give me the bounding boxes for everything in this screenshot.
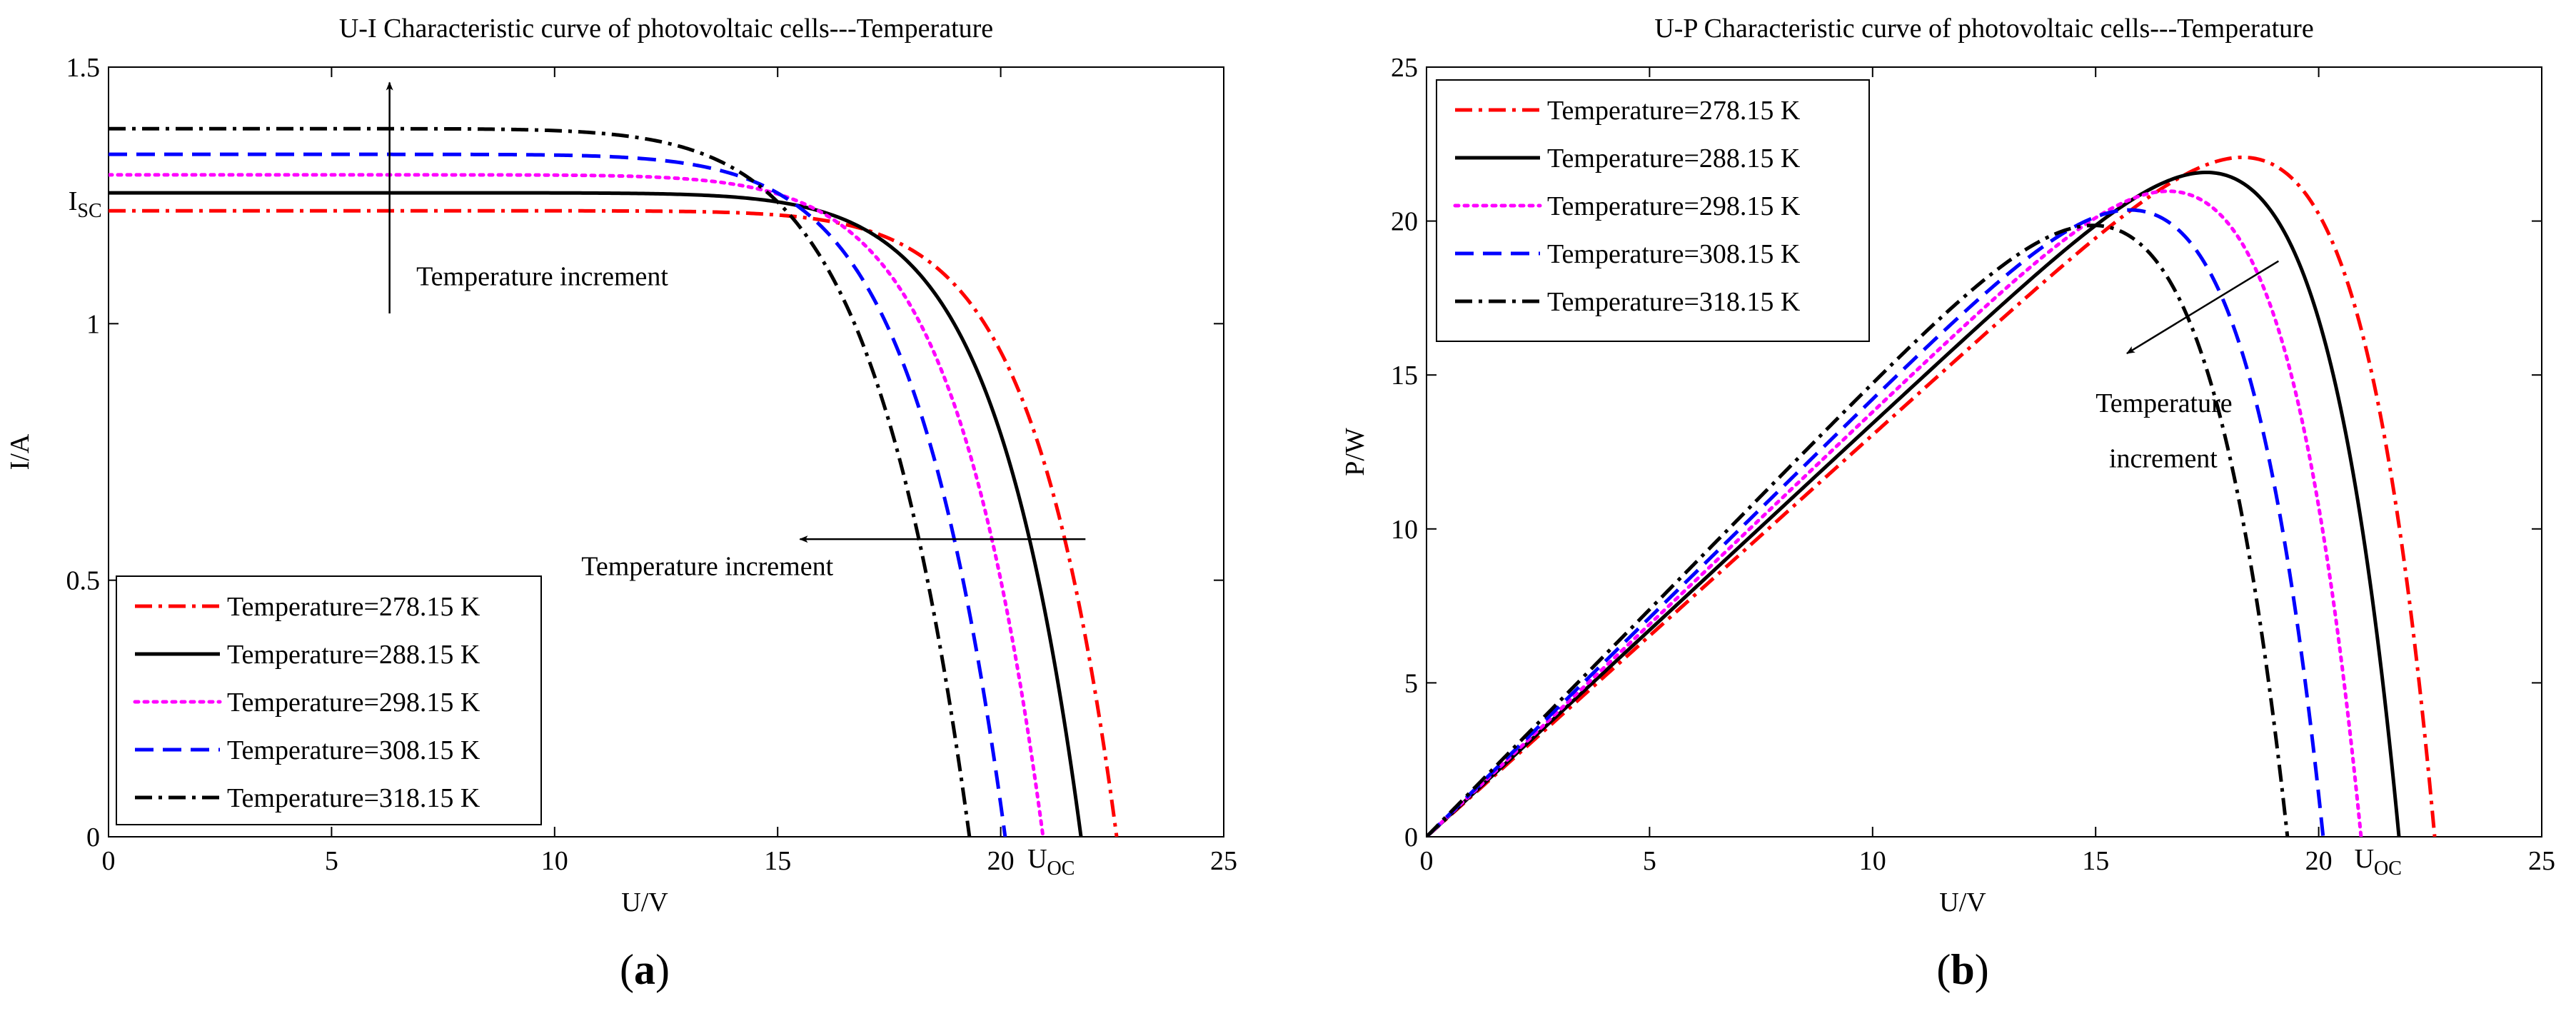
annotation-main: U <box>1027 844 1047 874</box>
annotation-label: UOC <box>2355 844 2402 880</box>
y-tick-label: 20 <box>1391 207 1418 237</box>
series-line-3 <box>109 173 1045 837</box>
annotation-arrow <box>2126 260 2280 355</box>
x-tick-label: 10 <box>1859 846 1886 876</box>
panel-label-letter: a <box>634 946 655 993</box>
plot-area <box>108 66 1224 838</box>
annotation-text: increment <box>2109 444 2218 474</box>
panel-label: (b) <box>1936 946 1988 993</box>
chart-title: U-P Characteristic curve of photovoltaic… <box>1654 14 2313 44</box>
series-line-4 <box>1427 208 2325 837</box>
x-tick-label: 15 <box>764 846 791 876</box>
x-tick-label: 10 <box>541 846 568 876</box>
legend-label-3: Temperature=298.15 K <box>227 688 481 718</box>
y-tick-label: 1 <box>86 309 100 339</box>
panel-label-open: ( <box>1936 946 1951 993</box>
annotation-text: Temperature <box>2095 388 2232 418</box>
series-line-5 <box>1427 223 2290 837</box>
series-line-4 <box>109 152 1007 837</box>
series-line-3 <box>1427 189 2363 837</box>
legend-label-2: Temperature=288.15 K <box>227 640 481 670</box>
annotation-sub: OC <box>1047 857 1075 880</box>
x-axis-label: U/V <box>1939 887 1986 917</box>
y-axis-label: P/W <box>1340 428 1370 476</box>
y-tick-label: 10 <box>1391 515 1418 545</box>
x-tick-label: 20 <box>987 846 1015 876</box>
annotation-sub: SC <box>77 200 101 222</box>
legend: Temperature=278.15 K Temperature=288.15 K… <box>116 575 542 825</box>
annotation-label: ISC <box>69 186 102 222</box>
legend-label-3: Temperature=298.15 K <box>1547 191 1801 221</box>
panel-label-close: ) <box>655 946 670 993</box>
annotation-label: UOC <box>1027 844 1075 880</box>
legend-label-5: Temperature=318.15 K <box>227 783 481 813</box>
x-tick-label: 25 <box>2528 846 2555 876</box>
x-tick-label: 0 <box>102 846 116 876</box>
y-tick-label: 0.5 <box>66 566 101 596</box>
legend-label-4: Temperature=308.15 K <box>1547 239 1801 269</box>
series-line-2 <box>1427 170 2401 837</box>
panel-label-close: ) <box>1975 946 1989 993</box>
y-axis-label: I/A <box>5 433 35 470</box>
y-tick-label: 25 <box>1391 53 1418 83</box>
x-tick-label: 25 <box>1210 846 1237 876</box>
annotation-text: Temperature increment <box>416 261 668 291</box>
legend-label-4: Temperature=308.15 K <box>227 735 481 765</box>
x-axis-label: U/V <box>621 887 668 917</box>
panel-label-open: ( <box>620 946 634 993</box>
x-tick-label: 5 <box>1643 846 1656 876</box>
series-line-5 <box>109 126 972 837</box>
annotation-sub: OC <box>2374 857 2402 880</box>
x-tick-label: 15 <box>2082 846 2109 876</box>
panel-label: (a) <box>620 946 670 993</box>
x-tick-label: 20 <box>2305 846 2333 876</box>
annotation-text: Temperature increment <box>581 551 833 581</box>
y-tick-label: 0 <box>86 823 100 852</box>
x-tick-label: 5 <box>325 846 338 876</box>
series-line-1 <box>109 208 1119 837</box>
legend-label-1: Temperature=278.15 K <box>1547 96 1801 126</box>
y-tick-label: 0 <box>1404 823 1418 852</box>
legend-box <box>116 575 542 825</box>
panel-b: U-P Characteristic curve of photovoltaic… <box>1340 14 2555 993</box>
chart-title: U-I Characteristic curve of photovoltaic… <box>339 14 993 44</box>
legend-label-5: Temperature=318.15 K <box>1547 287 1801 317</box>
y-tick-label: 15 <box>1391 361 1418 391</box>
legend: Temperature=278.15 K Temperature=288.15 K… <box>1436 79 1870 342</box>
legend-label-2: Temperature=288.15 K <box>1547 144 1801 173</box>
y-tick-label: 1.5 <box>66 53 101 83</box>
legend-label-1: Temperature=278.15 K <box>227 592 481 622</box>
panel-label-letter: b <box>1951 946 1974 993</box>
series-line-1 <box>1427 155 2437 837</box>
plot-area <box>1426 66 2542 838</box>
y-tick-label: 5 <box>1404 668 1418 698</box>
panel-a: U-I Characteristic curve of photovoltaic… <box>5 14 1237 993</box>
annotation-main: I <box>69 186 78 216</box>
series-line-2 <box>109 191 1083 837</box>
x-tick-label: 0 <box>1420 846 1434 876</box>
legend-box <box>1436 79 1870 342</box>
annotation-main: U <box>2355 844 2374 874</box>
